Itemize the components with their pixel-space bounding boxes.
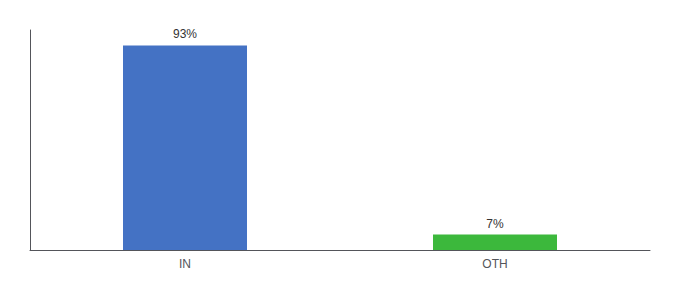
svg-text:IN: IN (179, 257, 191, 271)
svg-text:OTH: OTH (482, 257, 507, 271)
svg-text:93%: 93% (173, 27, 197, 41)
svg-text:7%: 7% (486, 217, 504, 231)
